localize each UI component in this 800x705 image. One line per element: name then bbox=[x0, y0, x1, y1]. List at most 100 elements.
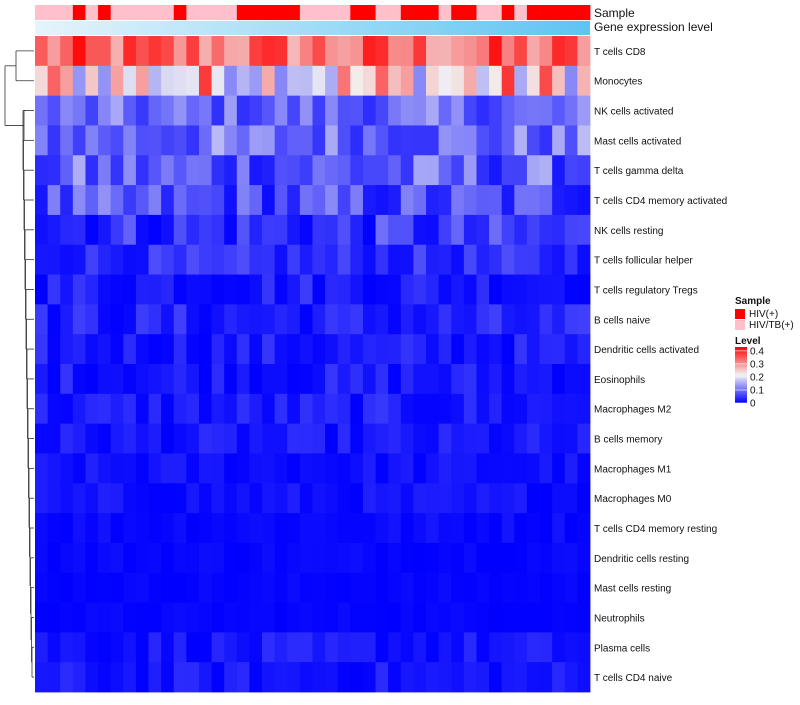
legend-level-title: Level bbox=[735, 336, 761, 347]
heatmap-cell bbox=[514, 602, 528, 633]
heatmap-cell bbox=[274, 65, 288, 97]
heatmap-cell bbox=[211, 542, 225, 574]
heatmap-cell bbox=[539, 542, 553, 574]
heatmap-cell bbox=[476, 662, 490, 693]
heatmap-cell bbox=[463, 304, 477, 335]
heatmap-cell bbox=[173, 423, 187, 454]
heatmap-cell bbox=[173, 662, 187, 693]
heatmap-cell bbox=[211, 393, 225, 425]
heatmap-cell bbox=[224, 602, 238, 633]
heatmap-cell bbox=[85, 364, 99, 395]
row-label: Plasma cells bbox=[594, 643, 650, 654]
heatmap-cell bbox=[287, 662, 301, 693]
sample-annotation-cell bbox=[577, 5, 591, 20]
heatmap-cell bbox=[375, 453, 389, 484]
heatmap-cell bbox=[161, 214, 175, 246]
heatmap-cell bbox=[350, 364, 364, 395]
heatmap-cell bbox=[476, 542, 490, 574]
heatmap-cell bbox=[274, 185, 288, 216]
sample-annotation-cell bbox=[388, 5, 402, 20]
heatmap-cell bbox=[337, 95, 351, 126]
heatmap-cell bbox=[135, 542, 149, 574]
heatmap-cell bbox=[123, 483, 137, 514]
heatmap-cell bbox=[514, 214, 528, 246]
heatmap-cell bbox=[400, 65, 414, 97]
heatmap-cell bbox=[299, 185, 313, 216]
heatmap-cell bbox=[325, 453, 339, 484]
sample-annotation-cell bbox=[98, 5, 112, 20]
heatmap-cell bbox=[249, 662, 263, 693]
heatmap-cell bbox=[463, 662, 477, 693]
heatmap-cell bbox=[375, 65, 389, 97]
heatmap-cell bbox=[451, 453, 465, 484]
heatmap-cell bbox=[274, 572, 288, 603]
heatmap-cell bbox=[463, 244, 477, 275]
heatmap-cell bbox=[526, 423, 540, 454]
heatmap-cell bbox=[249, 513, 263, 544]
heatmap-cell bbox=[262, 542, 276, 574]
heatmap-cell bbox=[325, 125, 339, 156]
heatmap-cell bbox=[173, 185, 187, 216]
heatmap-cell bbox=[35, 304, 49, 335]
heatmap-cell bbox=[85, 334, 99, 365]
heatmap-cell bbox=[426, 662, 440, 693]
heatmap-cell bbox=[161, 423, 175, 454]
heatmap-cell bbox=[526, 95, 540, 126]
heatmap-cell bbox=[476, 65, 490, 97]
heatmap-cell bbox=[85, 602, 99, 633]
heatmap-cell bbox=[249, 65, 263, 97]
heatmap-cell bbox=[413, 155, 427, 186]
heatmap-cell bbox=[577, 453, 591, 484]
heatmap-cell bbox=[198, 662, 212, 693]
heatmap-cell bbox=[526, 185, 540, 216]
heatmap-cell bbox=[552, 602, 566, 633]
heatmap-cell bbox=[413, 36, 427, 67]
heatmap-cell bbox=[451, 602, 465, 633]
heatmap-cell bbox=[173, 304, 187, 335]
heatmap-cell bbox=[262, 274, 276, 305]
heatmap-cell bbox=[287, 393, 301, 425]
heatmap-cell bbox=[135, 214, 149, 246]
heatmap-cell bbox=[362, 274, 376, 305]
heatmap-cell bbox=[375, 304, 389, 335]
heatmap-cell bbox=[489, 393, 503, 425]
row-label: NK cells resting bbox=[594, 226, 663, 237]
heatmap-cell bbox=[337, 36, 351, 67]
heatmap-cell bbox=[526, 304, 540, 335]
heatmap-cell bbox=[287, 304, 301, 335]
heatmap-cell bbox=[186, 95, 200, 126]
row-label: Macrophages M1 bbox=[594, 464, 672, 475]
heatmap-cell bbox=[426, 513, 440, 544]
sample-annotation-cell bbox=[501, 5, 515, 20]
heatmap-cell bbox=[186, 513, 200, 544]
heatmap-cell bbox=[85, 393, 99, 425]
heatmap-cell bbox=[98, 274, 112, 305]
heatmap-cell bbox=[564, 423, 578, 454]
heatmap-cell bbox=[211, 572, 225, 603]
heatmap-cell bbox=[148, 274, 162, 305]
heatmap-cell bbox=[47, 423, 61, 454]
heatmap-cell bbox=[552, 483, 566, 514]
heatmap-cell bbox=[514, 632, 528, 663]
heatmap-cell bbox=[526, 662, 540, 693]
heatmap-cell bbox=[375, 334, 389, 365]
heatmap-cell bbox=[526, 65, 540, 97]
heatmap-cell bbox=[438, 304, 452, 335]
heatmap-cell bbox=[35, 244, 49, 275]
heatmap-cell bbox=[35, 36, 49, 67]
heatmap-cell bbox=[501, 185, 515, 216]
heatmap-cell bbox=[514, 95, 528, 126]
heatmap-cell bbox=[564, 155, 578, 186]
heatmap-cell bbox=[47, 244, 61, 275]
heatmap-cell bbox=[85, 632, 99, 663]
heatmap-cell bbox=[552, 334, 566, 365]
heatmap-cell bbox=[312, 185, 326, 216]
heatmap-cell bbox=[312, 572, 326, 603]
heatmap-cell bbox=[224, 632, 238, 663]
heatmap-cell bbox=[98, 542, 112, 574]
heatmap-cell bbox=[312, 393, 326, 425]
heatmap-cell bbox=[236, 214, 250, 246]
heatmap-cell bbox=[501, 662, 515, 693]
heatmap-cell bbox=[489, 304, 503, 335]
heatmap-cell bbox=[299, 304, 313, 335]
